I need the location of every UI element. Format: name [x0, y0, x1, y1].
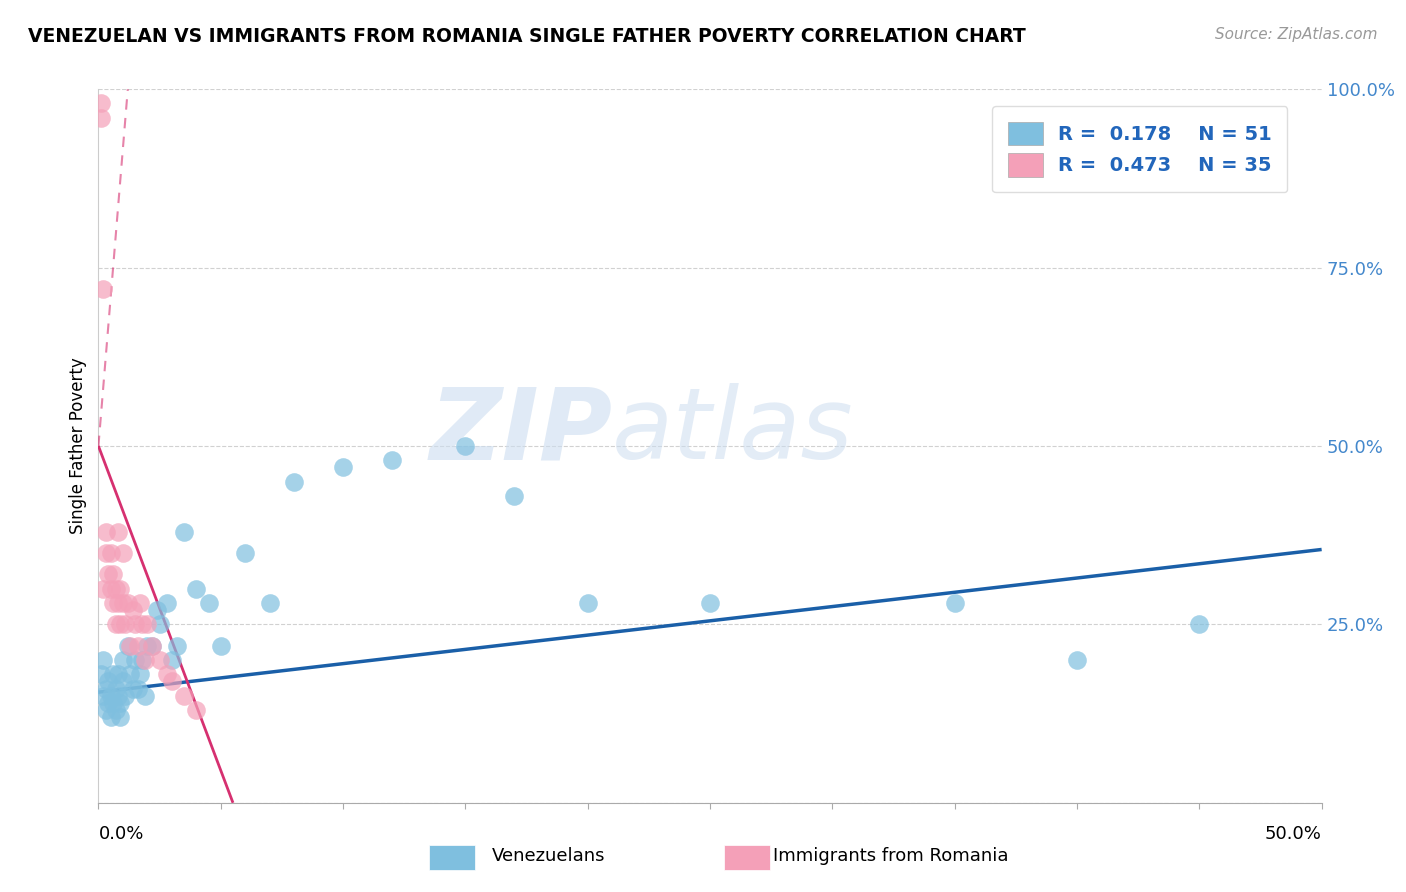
Point	[149, 653, 172, 667]
Point	[146, 603, 169, 617]
Point	[124, 653, 146, 667]
Text: ZIP: ZIP	[429, 384, 612, 480]
Text: 0.0%: 0.0%	[98, 825, 143, 843]
Point	[127, 681, 149, 696]
Point	[110, 710, 132, 724]
Point	[121, 681, 143, 696]
Point	[943, 596, 966, 610]
Text: VENEZUELAN VS IMMIGRANTS FROM ROMANIA SINGLE FATHER POVERTY CORRELATION CHART: VENEZUELAN VS IMMIGRANTS FROM ROMANIA SI…	[28, 27, 1026, 45]
Point	[104, 681, 127, 696]
Point	[129, 667, 152, 681]
Legend: R =  0.178    N = 51, R =  0.473    N = 35: R = 0.178 N = 51, R = 0.473 N = 35	[993, 106, 1288, 193]
Point	[104, 617, 127, 632]
Point	[97, 696, 120, 710]
Point	[94, 703, 117, 717]
Point	[94, 524, 117, 539]
Point	[332, 460, 354, 475]
Point	[131, 617, 153, 632]
Point	[173, 524, 195, 539]
Point	[576, 596, 599, 610]
Point	[283, 475, 305, 489]
Text: atlas: atlas	[612, 384, 853, 480]
Point	[160, 674, 183, 689]
Point	[114, 689, 136, 703]
Point	[699, 596, 721, 610]
Point	[160, 653, 183, 667]
Point	[141, 639, 163, 653]
Point	[97, 674, 120, 689]
Point	[107, 667, 129, 681]
Point	[117, 639, 139, 653]
Point	[94, 681, 117, 696]
Point	[136, 639, 159, 653]
Point	[141, 639, 163, 653]
Point	[136, 617, 159, 632]
Y-axis label: Single Father Poverty: Single Father Poverty	[69, 358, 87, 534]
Point	[149, 617, 172, 632]
Point	[120, 667, 142, 681]
Point	[94, 546, 117, 560]
Point	[131, 653, 153, 667]
Point	[503, 489, 526, 503]
Point	[173, 689, 195, 703]
Text: Venezuelans: Venezuelans	[492, 847, 606, 865]
Point	[111, 596, 134, 610]
Point	[110, 582, 132, 596]
Point	[233, 546, 256, 560]
Point	[107, 689, 129, 703]
Point	[91, 653, 114, 667]
Point	[111, 546, 134, 560]
Text: Source: ZipAtlas.com: Source: ZipAtlas.com	[1215, 27, 1378, 42]
Point	[91, 582, 114, 596]
Point	[166, 639, 188, 653]
Point	[90, 111, 112, 125]
Point	[156, 596, 179, 610]
Point	[107, 596, 129, 610]
Point	[90, 96, 112, 111]
Point	[111, 674, 134, 689]
Point	[120, 639, 142, 653]
Text: Immigrants from Romania: Immigrants from Romania	[773, 847, 1008, 865]
Point	[101, 696, 124, 710]
Point	[101, 667, 124, 681]
Point	[1066, 653, 1088, 667]
Point	[111, 653, 134, 667]
Point	[117, 596, 139, 610]
Point	[114, 617, 136, 632]
Text: 50.0%: 50.0%	[1265, 825, 1322, 843]
Point	[129, 596, 152, 610]
Point	[100, 546, 122, 560]
Point	[101, 596, 124, 610]
Point	[134, 653, 156, 667]
Point	[197, 596, 219, 610]
Point	[454, 439, 477, 453]
Point	[259, 596, 281, 610]
Point	[209, 639, 232, 653]
Point	[127, 639, 149, 653]
Point	[100, 689, 122, 703]
Point	[110, 617, 132, 632]
Point	[381, 453, 404, 467]
Point	[97, 567, 120, 582]
Point	[90, 667, 112, 681]
Point	[104, 582, 127, 596]
Point	[104, 703, 127, 717]
Point	[156, 667, 179, 681]
Point	[134, 689, 156, 703]
Point	[100, 582, 122, 596]
Point	[91, 689, 114, 703]
Point	[124, 617, 146, 632]
Point	[107, 524, 129, 539]
Point	[91, 282, 114, 296]
Point	[1188, 617, 1211, 632]
Point	[121, 603, 143, 617]
Point	[110, 696, 132, 710]
Point	[186, 703, 208, 717]
Point	[101, 567, 124, 582]
Point	[186, 582, 208, 596]
Point	[100, 710, 122, 724]
